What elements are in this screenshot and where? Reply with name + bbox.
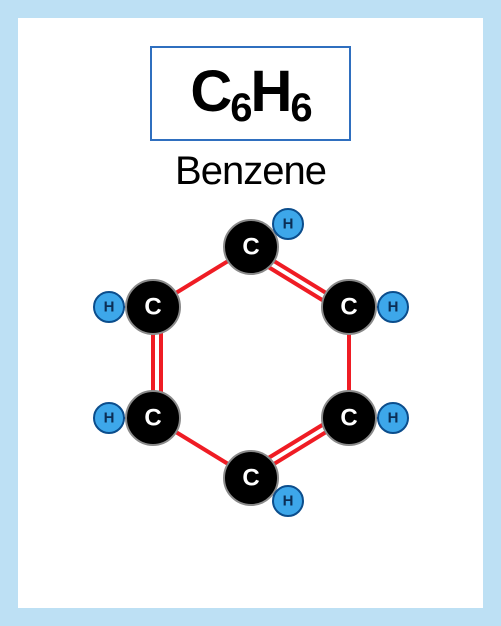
hydrogen-atom-label: H: [282, 216, 293, 233]
formula-sub-2: 6: [290, 86, 310, 130]
hydrogen-atom-label: H: [282, 493, 293, 510]
hydrogen-atom-label: H: [103, 299, 114, 316]
compound-name: Benzene: [175, 149, 326, 194]
hydrogen-atom-label: H: [387, 410, 398, 427]
formula-box: C6H6: [150, 46, 350, 141]
molecule-svg: C C C C C C H H H H H H: [71, 200, 431, 540]
hydrogen-atom-label: H: [387, 299, 398, 316]
carbon-atom-label: C: [242, 465, 259, 492]
carbon-atom-label: C: [340, 405, 357, 432]
formula-sub-1: 6: [230, 86, 250, 130]
carbon-atom-label: C: [340, 294, 357, 321]
carbon-atom-label: C: [144, 294, 161, 321]
hydrogen-atom-label: H: [103, 410, 114, 427]
carbon-atom-label: C: [144, 405, 161, 432]
outer-frame: C6H6 Benzene CCCCCCHHHHHH: [0, 0, 501, 626]
formula-element-2: H: [251, 59, 291, 124]
inner-card: C6H6 Benzene CCCCCCHHHHHH: [18, 18, 483, 608]
carbon-atom-label: C: [242, 234, 259, 261]
molecule-diagram: C C C C C C H H H H H H: [71, 200, 431, 540]
formula-element-1: C: [190, 59, 230, 124]
